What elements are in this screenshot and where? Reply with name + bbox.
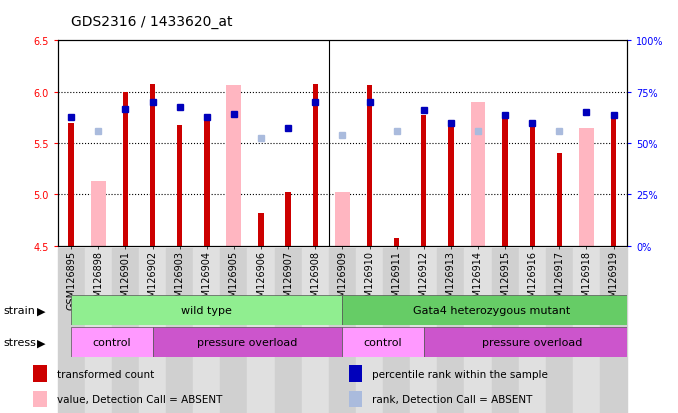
- Bar: [394, 238, 399, 246]
- Bar: [204, 121, 210, 246]
- Text: control: control: [93, 337, 131, 347]
- Bar: [410, 248, 437, 413]
- Bar: [424, 328, 641, 357]
- Bar: [33, 391, 47, 407]
- Bar: [600, 248, 627, 413]
- Bar: [335, 193, 350, 246]
- Bar: [71, 328, 153, 357]
- Bar: [85, 248, 112, 413]
- Bar: [437, 248, 464, 413]
- Bar: [123, 93, 128, 246]
- Bar: [471, 103, 485, 246]
- Text: percentile rank within the sample: percentile rank within the sample: [372, 369, 548, 379]
- Bar: [573, 248, 600, 413]
- Bar: [150, 84, 155, 246]
- Bar: [329, 248, 356, 413]
- Bar: [557, 154, 562, 246]
- Bar: [166, 248, 193, 413]
- Bar: [139, 248, 166, 413]
- Bar: [383, 248, 410, 413]
- Bar: [530, 123, 535, 246]
- Text: strain: strain: [3, 306, 35, 316]
- Bar: [193, 248, 220, 413]
- Bar: [302, 248, 329, 413]
- Bar: [611, 116, 616, 246]
- Bar: [519, 248, 546, 413]
- Bar: [220, 248, 247, 413]
- Text: rank, Detection Call = ABSENT: rank, Detection Call = ABSENT: [372, 394, 532, 404]
- Text: pressure overload: pressure overload: [482, 337, 582, 347]
- Text: pressure overload: pressure overload: [197, 337, 298, 347]
- Text: control: control: [364, 337, 402, 347]
- Bar: [33, 366, 47, 382]
- Bar: [421, 116, 426, 246]
- Bar: [275, 248, 302, 413]
- Bar: [492, 248, 519, 413]
- Bar: [247, 248, 275, 413]
- Bar: [546, 248, 573, 413]
- Text: ▶: ▶: [37, 337, 46, 347]
- Bar: [579, 128, 594, 246]
- Bar: [367, 85, 372, 246]
- Bar: [68, 123, 74, 246]
- Bar: [464, 248, 492, 413]
- Bar: [177, 125, 182, 246]
- Bar: [91, 182, 106, 246]
- Bar: [448, 123, 454, 246]
- Bar: [285, 193, 291, 246]
- Bar: [313, 84, 318, 246]
- Bar: [153, 328, 342, 357]
- Bar: [342, 296, 641, 325]
- Text: Gata4 heterozygous mutant: Gata4 heterozygous mutant: [413, 306, 570, 316]
- Bar: [342, 328, 424, 357]
- Bar: [349, 366, 362, 382]
- Bar: [71, 296, 342, 325]
- Bar: [349, 391, 362, 407]
- Bar: [58, 248, 85, 413]
- Bar: [356, 248, 383, 413]
- Text: wild type: wild type: [181, 306, 233, 316]
- Bar: [502, 118, 508, 246]
- Text: stress: stress: [3, 337, 36, 347]
- Text: transformed count: transformed count: [56, 369, 154, 379]
- Bar: [112, 248, 139, 413]
- Text: GDS2316 / 1433620_at: GDS2316 / 1433620_at: [71, 15, 233, 29]
- Text: ▶: ▶: [37, 306, 46, 316]
- Bar: [258, 214, 264, 246]
- Bar: [226, 85, 241, 246]
- Text: value, Detection Call = ABSENT: value, Detection Call = ABSENT: [56, 394, 222, 404]
